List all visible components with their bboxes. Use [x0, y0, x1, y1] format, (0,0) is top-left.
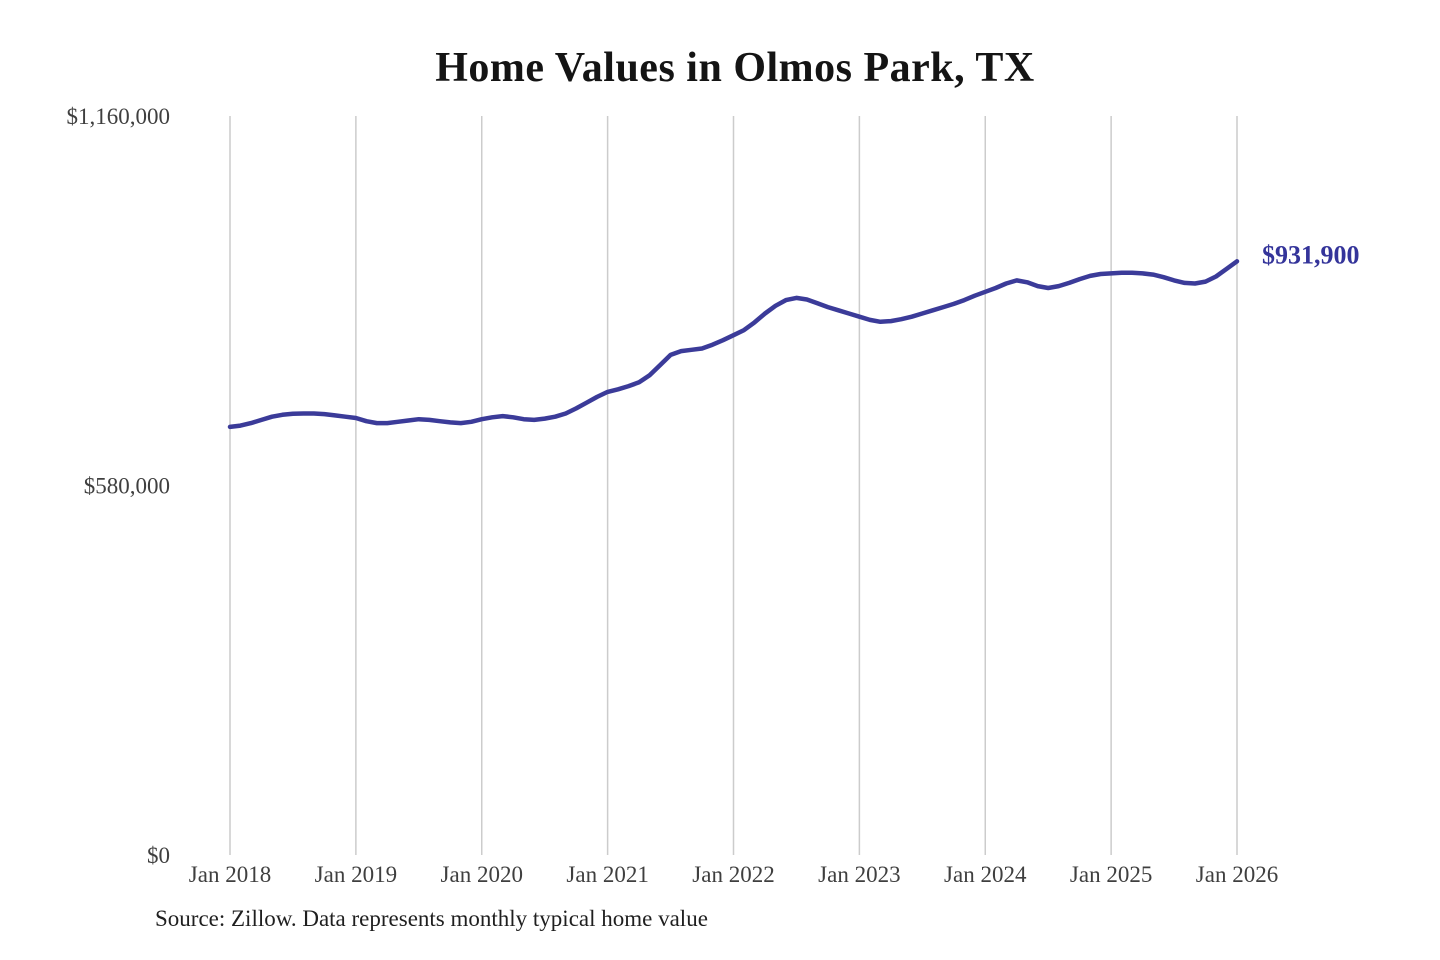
x-axis-tick-label: Jan 2023	[818, 862, 900, 887]
home-value-line-series	[227, 259, 1240, 430]
x-axis-tick-label: Jan 2019	[315, 862, 397, 887]
source-note: Source: Zillow. Data represents monthly …	[155, 906, 708, 931]
x-axis-tick-label: Jan 2024	[944, 862, 1027, 887]
x-axis-tick-label: Jan 2018	[189, 862, 271, 887]
x-axis-tick-label: Jan 2022	[692, 862, 774, 887]
y-axis-tick-label: $580,000	[84, 474, 170, 499]
end-value-label: $931,900	[1262, 240, 1360, 269]
x-axis-tick-label: Jan 2021	[566, 862, 648, 887]
chart-title: Home Values in Olmos Park, TX	[435, 45, 1035, 91]
x-axis-tick-label: Jan 2025	[1070, 862, 1152, 887]
x-axis-tick-label: Jan 2026	[1196, 862, 1278, 887]
x-axis-tick-label: Jan 2020	[441, 862, 523, 887]
y-axis-tick-label: $0	[147, 843, 170, 868]
y-axis-tick-label: $1,160,000	[67, 104, 171, 129]
